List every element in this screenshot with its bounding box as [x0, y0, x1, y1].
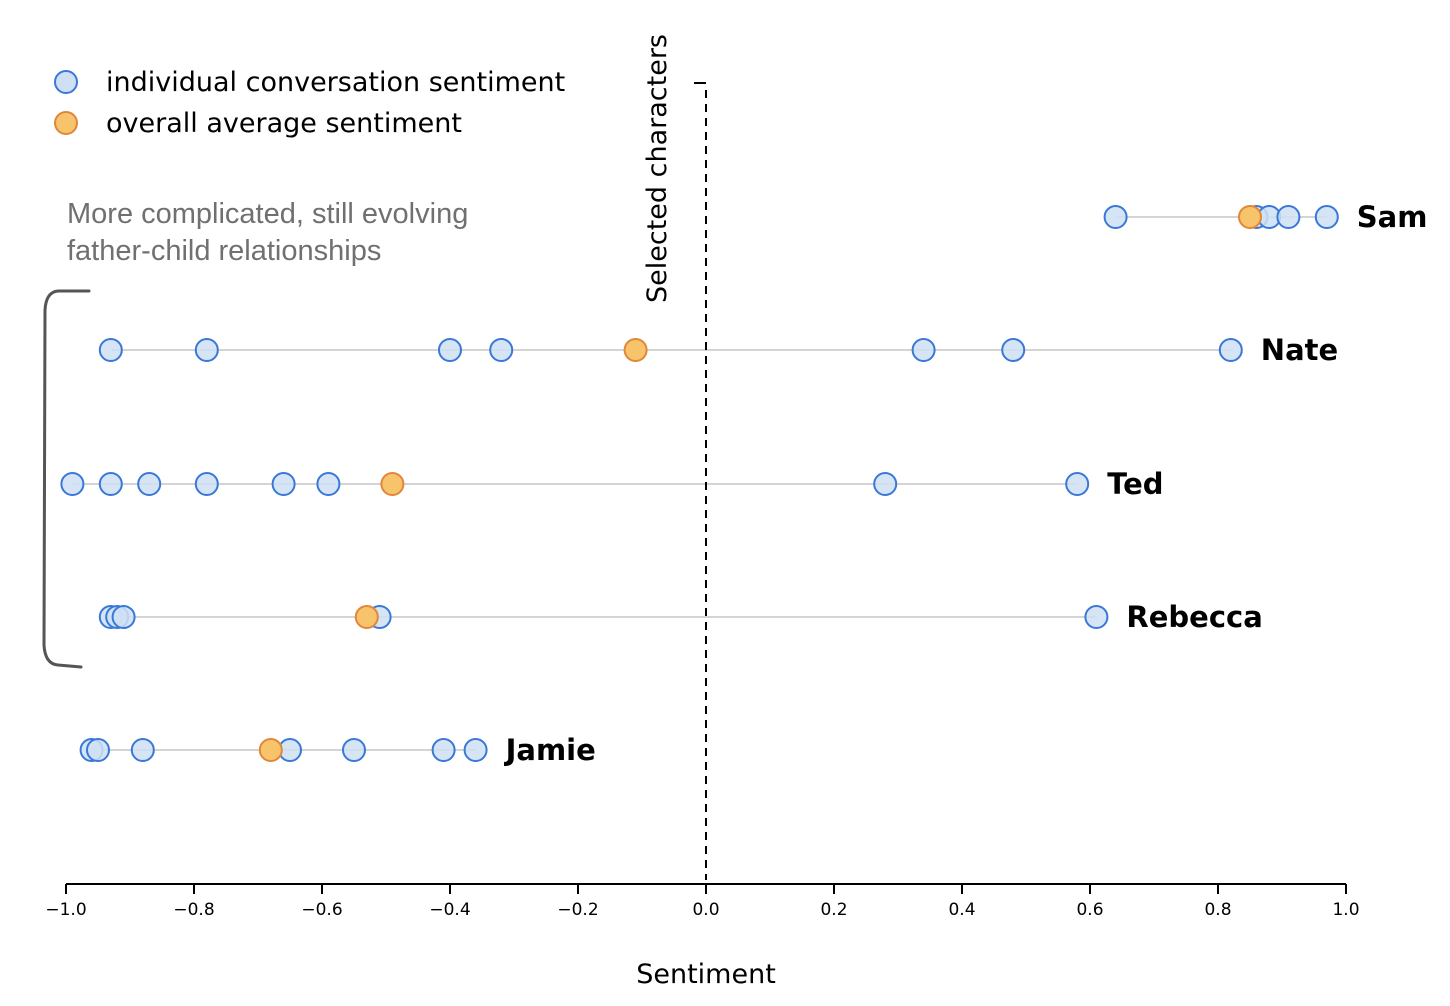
row-nate: Nate: [98, 333, 1338, 367]
average-point: [623, 338, 648, 362]
character-label: Jamie: [504, 733, 596, 767]
legend-marker: [54, 70, 78, 94]
conversation-point: [1103, 205, 1128, 229]
row-rebecca: Rebecca: [98, 600, 1263, 634]
legend: individual conversation sentiment overall…: [54, 67, 565, 139]
conversation-point: [431, 738, 456, 762]
average-point: [258, 738, 283, 762]
character-rows: Sam Nate Ted Rebecca Jamie: [60, 200, 1428, 767]
row-sam: Sam: [1103, 200, 1428, 234]
x-axis-title: Sentiment: [636, 959, 776, 990]
tick-label: 1.0: [1332, 900, 1359, 920]
annotation: More complicated, still evolving father-c…: [42, 198, 468, 669]
legend-item: individual conversation sentiment: [54, 67, 565, 98]
conversation-point: [60, 472, 85, 496]
average-point: [380, 472, 405, 496]
average-point: [1238, 205, 1262, 229]
character-label: Sam: [1357, 200, 1428, 234]
conversation-point: [130, 738, 155, 762]
character-label: Ted: [1107, 467, 1163, 501]
annotation-text: More complicated, still evolving: [67, 198, 468, 230]
legend-item: overall average sentiment: [54, 108, 462, 139]
legend-marker: [54, 111, 78, 135]
conversation-point: [1276, 205, 1301, 229]
reference-line: Selected characters: [642, 34, 707, 880]
conversation-point: [194, 472, 219, 496]
conversation-point: [463, 738, 488, 762]
tick-label: 0.4: [948, 900, 975, 920]
conversation-point: [316, 472, 341, 496]
annotation-text: father-child relationships: [67, 235, 381, 267]
row-jamie: Jamie: [79, 733, 596, 767]
conversation-point: [194, 338, 219, 362]
tick-label: −0.6: [301, 900, 342, 920]
conversation-point: [98, 472, 123, 496]
legend-label: overall average sentiment: [106, 108, 462, 139]
conversation-point: [873, 472, 898, 496]
legend-label: individual conversation sentiment: [106, 67, 565, 98]
character-label: Nate: [1261, 333, 1338, 367]
conversation-point: [98, 338, 123, 362]
tick-label: 0.8: [1204, 900, 1231, 920]
conversation-point: [1314, 205, 1339, 229]
conversation-point: [1065, 472, 1090, 496]
conversation-point: [137, 472, 162, 496]
conversation-point: [1218, 338, 1243, 362]
character-label: Rebecca: [1126, 600, 1262, 634]
conversation-point: [489, 338, 514, 362]
tick-label: −0.8: [173, 900, 214, 920]
tick-label: 0.2: [820, 900, 847, 920]
tick-label: −0.2: [557, 900, 598, 920]
conversation-point: [342, 738, 366, 762]
average-point: [354, 605, 379, 629]
conversation-point: [1001, 338, 1026, 362]
conversation-point: [111, 605, 136, 629]
conversation-point: [438, 338, 462, 362]
x-axis: −1.0 −0.8 −0.6 −0.4 −0.2 0.0 0.2 0.4 0.6 0.8 1.0: [45, 883, 1360, 920]
tick-label: −1.0: [45, 900, 86, 920]
conversation-point: [911, 338, 936, 362]
tick-label: 0.6: [1076, 900, 1103, 920]
bracket: [42, 289, 91, 669]
conversation-point: [271, 472, 296, 496]
tick-label: −0.4: [429, 900, 470, 920]
row-ted: Ted: [60, 467, 1164, 501]
conversation-point: [86, 738, 110, 762]
reference-line-label: Selected characters: [642, 34, 673, 303]
tick-label: 0.0: [692, 900, 719, 920]
conversation-point: [1084, 605, 1109, 629]
